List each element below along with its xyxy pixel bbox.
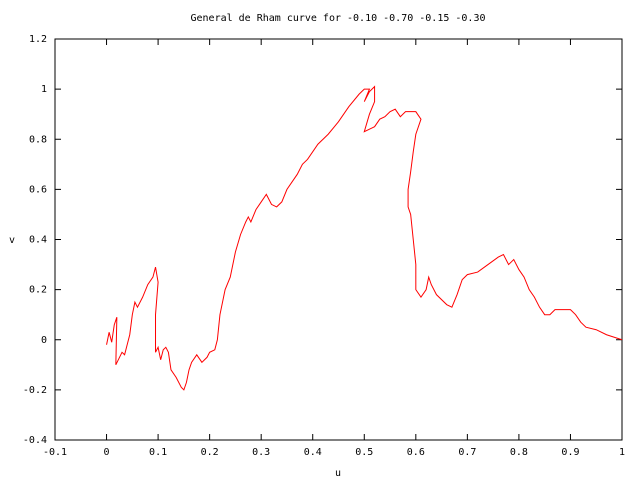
- y-tick-label: 0: [41, 335, 47, 346]
- y-tick-label: 1: [41, 84, 47, 95]
- y-tick-label: 0.8: [29, 134, 47, 145]
- x-tick-label: 0: [104, 447, 110, 458]
- x-tick-label: 0.9: [561, 447, 579, 458]
- x-tick-label: 0.8: [510, 447, 528, 458]
- x-tick-label: 0.4: [304, 447, 322, 458]
- x-tick-label: 0.6: [407, 447, 425, 458]
- curve: [106, 85, 623, 391]
- chart-title: General de Rham curve for -0.10 -0.70 -0…: [190, 13, 485, 24]
- x-tick-label: 1: [619, 447, 625, 458]
- y-tick-label: -0.4: [23, 435, 47, 446]
- x-tick-label: 0.1: [149, 447, 167, 458]
- y-tick-label: -0.2: [23, 385, 47, 396]
- y-tick-label: 0.4: [29, 235, 47, 246]
- y-tick-label: 0.2: [29, 285, 47, 296]
- x-tick-label: 0.2: [201, 447, 219, 458]
- y-tick-label: 1.2: [29, 34, 47, 45]
- x-axis-label: u: [335, 468, 341, 479]
- x-tick-label: 0.3: [252, 447, 270, 458]
- y-tick-label: 0.6: [29, 184, 47, 195]
- y-axis-label: v: [9, 235, 15, 246]
- x-tick-label: -0.1: [43, 447, 67, 458]
- x-tick-label: 0.5: [355, 447, 373, 458]
- x-tick-label: 0.7: [458, 447, 476, 458]
